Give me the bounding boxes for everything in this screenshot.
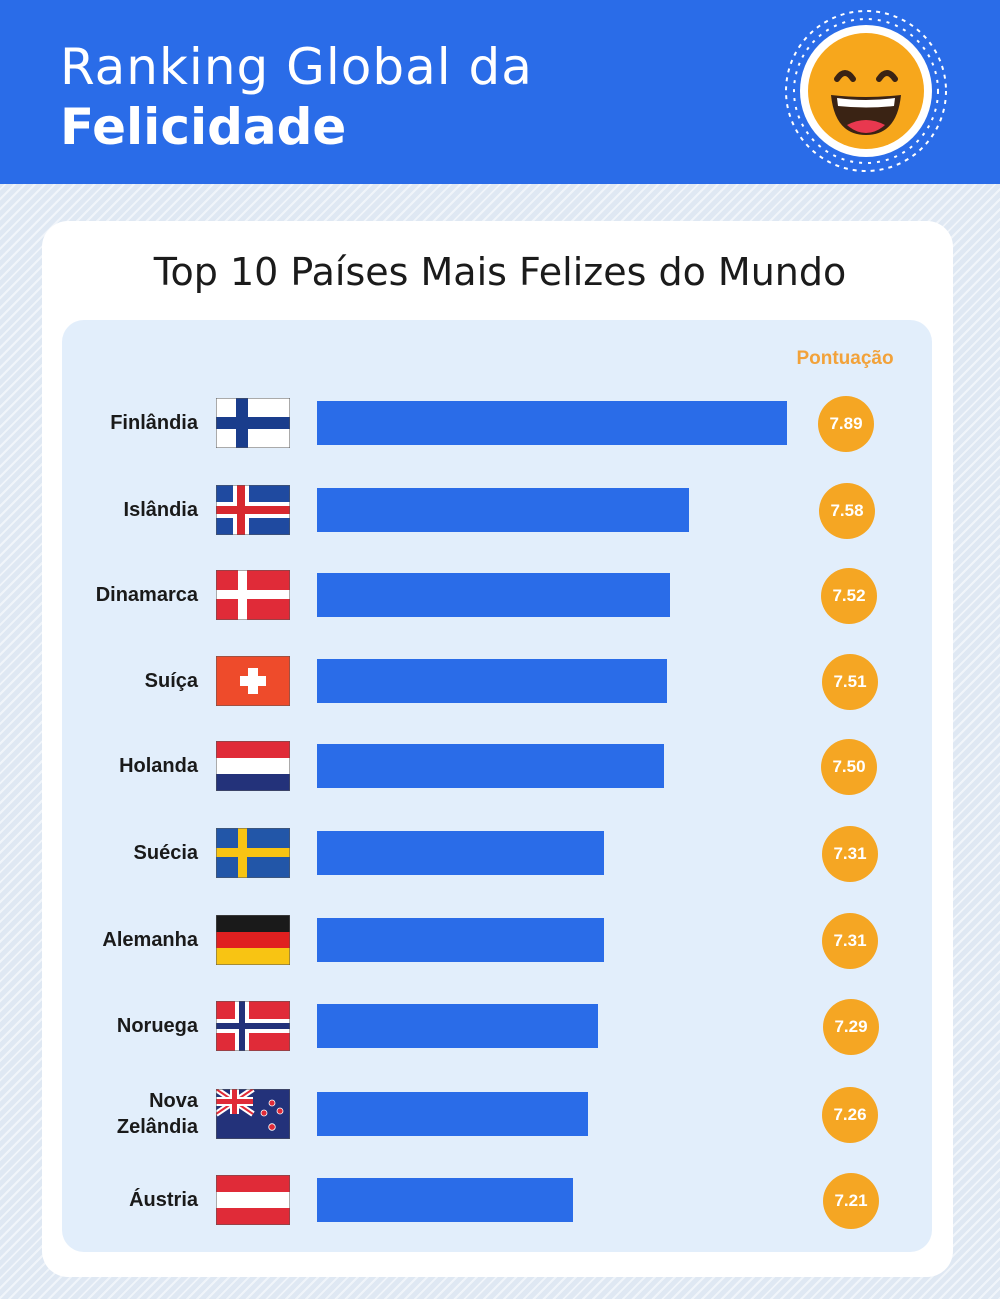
- header-banner: Ranking Global da Felicidade: [0, 0, 1000, 184]
- new-zealand-flag-icon: [216, 1089, 290, 1139]
- chart-row: Dinamarca 7.52: [0, 565, 1000, 625]
- bar: [317, 573, 671, 617]
- chart-row: Alemanha 7.31: [0, 910, 1000, 970]
- chart-row: Noruega 7.29: [0, 996, 1000, 1056]
- category-label: Áustria: [129, 1189, 198, 1211]
- chart-row: Islândia 7.58: [0, 480, 1000, 540]
- bar: [317, 1004, 598, 1048]
- category-label: Dinamarca: [95, 584, 198, 606]
- value-label: 7.31: [822, 913, 878, 969]
- category-label: Alemanha: [102, 929, 198, 951]
- chart-title: Top 10 Países Mais Felizes do Mundo: [153, 250, 847, 294]
- category-label: Holanda: [119, 755, 198, 777]
- norway-flag-icon: [216, 1001, 290, 1051]
- denmark-flag-icon: [216, 570, 290, 620]
- bar: [317, 488, 690, 532]
- category-label: Finlândia: [110, 412, 198, 434]
- value-label: 7.58: [819, 483, 875, 539]
- chart-row: Nova Zelândia 7.26: [0, 1084, 1000, 1144]
- value-label: 7.52: [821, 568, 877, 624]
- page-title-line2: Felicidade: [60, 98, 347, 156]
- value-label: 7.31: [822, 826, 878, 882]
- category-label: Islândia: [123, 499, 198, 521]
- bar: [317, 918, 604, 962]
- category-label: Noruega: [116, 1015, 198, 1037]
- category-label: Nova Zelândia: [116, 1090, 198, 1138]
- bar: [317, 831, 604, 875]
- chart-row: Finlândia 7.89: [0, 393, 1000, 453]
- score-column-header: Pontuação: [796, 348, 894, 369]
- iceland-flag-icon: [216, 485, 290, 535]
- value-label: 7.29: [823, 999, 879, 1055]
- value-label: 7.50: [821, 739, 877, 795]
- finland-flag-icon: [216, 398, 290, 448]
- value-label: 7.89: [818, 396, 874, 452]
- category-label: Suíça: [144, 670, 198, 692]
- value-label: 7.51: [822, 654, 878, 710]
- netherlands-flag-icon: [216, 741, 290, 791]
- value-label: 7.26: [822, 1087, 878, 1143]
- laughing-face-icon: [785, 10, 947, 172]
- bar: [317, 1178, 573, 1222]
- value-label: 7.21: [823, 1173, 879, 1229]
- chart-row: Holanda 7.50: [0, 736, 1000, 796]
- switzerland-flag-icon: [216, 656, 290, 706]
- chart-row: Suécia 7.31: [0, 823, 1000, 883]
- bar: [317, 659, 668, 703]
- bar: [317, 401, 787, 445]
- austria-flag-icon: [216, 1175, 290, 1225]
- germany-flag-icon: [216, 915, 290, 965]
- chart-row: Suíça 7.51: [0, 651, 1000, 711]
- category-label: Suécia: [133, 842, 198, 864]
- bar: [317, 744, 664, 788]
- bar: [317, 1092, 589, 1136]
- page-title-line1: Ranking Global da: [60, 38, 533, 96]
- sweden-flag-icon: [216, 828, 290, 878]
- chart-row: Áustria 7.21: [0, 1170, 1000, 1230]
